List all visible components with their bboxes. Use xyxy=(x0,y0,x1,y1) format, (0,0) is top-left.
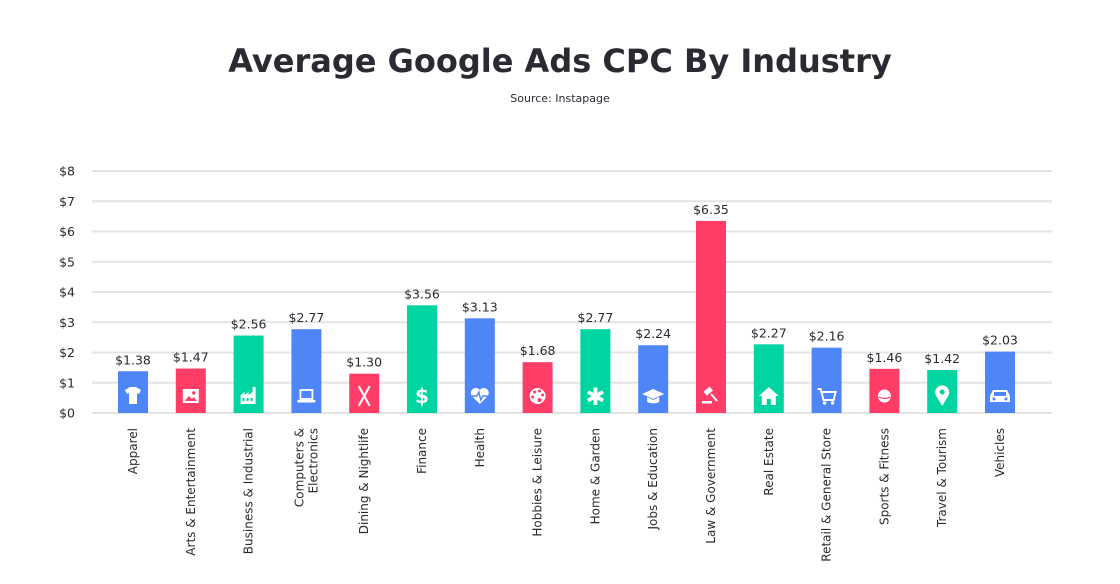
bar-value-label: $1.38 xyxy=(115,352,151,367)
cart-icon xyxy=(817,388,837,405)
chart-title: Average Google Ads CPC By Industry xyxy=(228,42,892,80)
bar xyxy=(696,220,726,413)
bar-value-label: $3.13 xyxy=(462,299,498,314)
map-pin-icon xyxy=(935,385,950,406)
flower-icon: ✱ xyxy=(585,383,605,411)
y-tick-label: $6 xyxy=(59,224,75,239)
y-tick-label: $1 xyxy=(59,375,75,390)
bar-value-label: $2.77 xyxy=(578,310,614,325)
bar-value-label: $6.35 xyxy=(693,202,729,217)
bar-value-label: $1.47 xyxy=(173,350,209,365)
y-tick-label: $4 xyxy=(59,285,75,300)
shirt-icon xyxy=(125,387,141,404)
x-category-label: Vehicles xyxy=(993,428,1007,477)
y-tick-label: $7 xyxy=(59,194,75,209)
x-category-label: Sports & Fitness xyxy=(877,428,891,525)
bar-value-label: $2.16 xyxy=(809,329,845,344)
bar-value-label: $2.56 xyxy=(231,317,267,332)
y-tick-label: $8 xyxy=(59,164,75,179)
bar xyxy=(985,351,1015,413)
bar-value-label: $1.68 xyxy=(520,343,556,358)
x-category-label: Real Estate xyxy=(762,428,776,496)
house-icon xyxy=(758,387,779,405)
utensils-icon xyxy=(358,385,371,407)
bar-value-label: $2.77 xyxy=(289,310,325,325)
x-category-label: Dining & Nightlife xyxy=(357,428,371,534)
x-category-label: Hobbies & Leisure xyxy=(531,428,545,537)
x-category-label: Retail & General Store xyxy=(820,428,834,562)
palette-icon xyxy=(529,388,546,404)
factory-icon xyxy=(240,387,256,404)
graduation-cap-icon xyxy=(642,389,665,404)
bar-value-label: $2.24 xyxy=(635,326,671,341)
gavel-icon xyxy=(702,386,718,404)
x-category-label: Health xyxy=(473,428,487,467)
chart-subtitle: Source: Instapage xyxy=(510,92,610,105)
y-tick-label: $2 xyxy=(59,345,75,360)
bar-value-label: $2.27 xyxy=(751,325,787,340)
y-tick-label: $0 xyxy=(59,406,75,421)
bar xyxy=(522,362,553,413)
bar-value-label: $1.30 xyxy=(346,355,382,370)
svg-text:✱: ✱ xyxy=(585,383,605,411)
x-category-label: Apparel xyxy=(126,428,140,474)
laptop-icon xyxy=(297,389,316,403)
bar xyxy=(349,373,380,413)
bar-value-label: $1.46 xyxy=(867,350,903,365)
bar xyxy=(407,305,437,413)
x-category-label: Finance xyxy=(415,428,429,474)
bar-value-label: $1.42 xyxy=(924,351,960,366)
x-category-label: Law & Government xyxy=(704,428,718,544)
dollar-icon: $ xyxy=(415,384,429,408)
x-category-label: Travel & Tourism xyxy=(935,428,949,528)
y-tick-label: $3 xyxy=(59,315,75,330)
car-icon xyxy=(990,390,1010,402)
x-category-label: Business & Industrial xyxy=(242,428,256,554)
bar-value-label: $2.03 xyxy=(982,333,1018,348)
bar xyxy=(811,347,842,413)
picture-icon xyxy=(182,389,199,403)
ball-icon xyxy=(877,389,891,403)
x-category-label: Arts & Entertainment xyxy=(184,428,198,556)
x-category-label: Jobs & Education xyxy=(646,428,660,530)
bar xyxy=(580,329,611,413)
x-category-label: Computers &Electronics xyxy=(292,428,320,507)
x-category-label: Home & Garden xyxy=(588,428,602,524)
bar-value-label: $3.56 xyxy=(404,286,440,301)
heartbeat-icon xyxy=(470,388,489,404)
svg-text:$: $ xyxy=(415,384,429,408)
y-tick-label: $5 xyxy=(59,254,75,269)
